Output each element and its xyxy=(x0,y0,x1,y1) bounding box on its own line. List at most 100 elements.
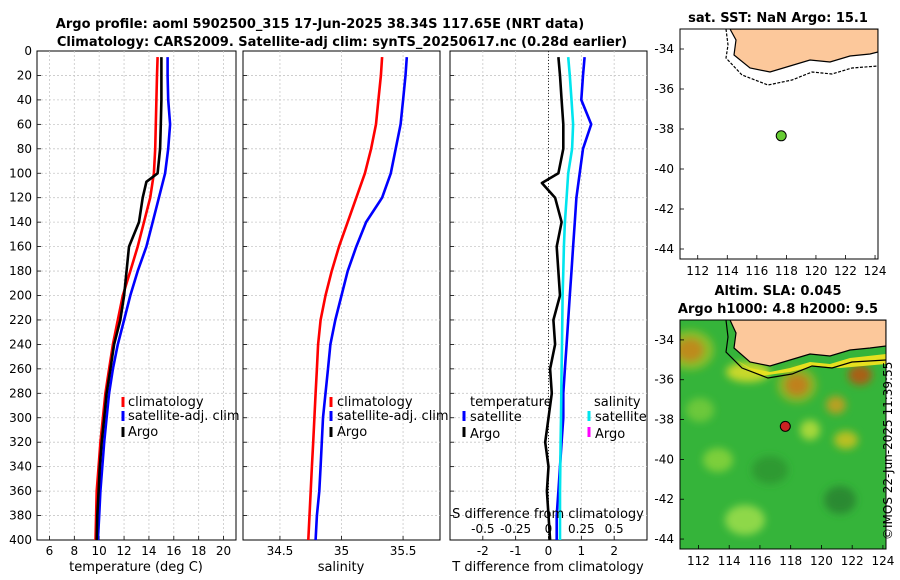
map-lon-label: 120 xyxy=(810,554,833,568)
temperature-xlabel: temperature (deg C) xyxy=(69,560,203,575)
legend-s-sat-label: satellite xyxy=(595,410,647,425)
legend-sat-label: satellite-adj. clim xyxy=(337,409,449,424)
depth-tick-label: 320 xyxy=(9,435,32,449)
sla-map-panel: Altim. SLA: 0.045 Argo h1000: 4.8 h2000:… xyxy=(654,284,894,568)
depth-tick-label: 60 xyxy=(17,117,32,131)
difference-panel: -2 -1 0 1 2 temperature satellite Argo salin… xyxy=(449,50,648,575)
series-line-climatology xyxy=(307,57,384,541)
depth-tick-label: 20 xyxy=(17,68,32,82)
map-lon-label: 118 xyxy=(779,554,802,568)
map-lat-label: -42 xyxy=(654,202,674,216)
sla-map-title-1: Altim. SLA: 0.045 xyxy=(715,284,842,299)
x-tick-label: 35.5 xyxy=(390,544,417,558)
salinity-panel: 34.5 35 35.5 climatology satellite-adj. cl… xyxy=(242,50,449,575)
map-lat-label: -40 xyxy=(654,162,674,176)
x-tick-label: 16 xyxy=(166,544,181,558)
s-diff-tick-label: -0.25 xyxy=(500,522,531,536)
legend-argo-label: Argo xyxy=(337,425,367,440)
shelf-contour xyxy=(725,320,886,379)
map-lat-label: -38 xyxy=(654,122,674,136)
depth-tick-label: 240 xyxy=(9,337,32,351)
temperature-panel: 0 20 40 60 80 100 120 140 160 180 200 220 240 260 280 3… xyxy=(9,44,240,575)
map-lon-label: 122 xyxy=(841,554,864,568)
x-tick-label: 14 xyxy=(141,544,156,558)
depth-tick-label: 180 xyxy=(9,264,32,278)
series-line-satellite-adj-clim xyxy=(314,57,409,541)
depth-tick-label: 140 xyxy=(9,215,32,229)
map-lon-label: 120 xyxy=(804,264,827,278)
title-line-2: Climatology: CARS2009. Satellite-adj cli… xyxy=(57,35,627,50)
map-lon-label: 124 xyxy=(871,554,894,568)
x-tick-label: -1 xyxy=(510,544,522,558)
legend-clim-label: climatology xyxy=(337,395,413,410)
sla-map-title-2: Argo h1000: 4.8 h2000: 9.5 xyxy=(678,302,878,317)
map-lon-label: 116 xyxy=(745,264,768,278)
map-lon-label: 112 xyxy=(686,264,709,278)
imos-timestamp: ©IMOS 22-Jun-2025 11:39:55 xyxy=(881,362,895,540)
legend-t-argo-label: Argo xyxy=(470,427,500,442)
map-lon-label: 116 xyxy=(748,554,771,568)
x-tick-label: 20 xyxy=(216,544,231,558)
legend-salinity-title: salinity xyxy=(594,395,641,410)
map-lat-label: -34 xyxy=(654,333,674,347)
depth-tick-label: 300 xyxy=(9,411,32,425)
map-lon-label: 112 xyxy=(687,554,710,568)
argo-float-marker xyxy=(775,130,787,142)
series-line-s-satellite xyxy=(558,56,575,540)
depth-tick-label: 100 xyxy=(9,166,32,180)
map-lat-label: -44 xyxy=(654,532,674,546)
shelf-band xyxy=(736,354,886,376)
series-line-t-argo xyxy=(540,56,565,541)
legend-temperature-title: temperature xyxy=(470,395,552,410)
map-lat-label: -34 xyxy=(654,42,674,56)
legend-t-sat-label: satellite xyxy=(470,410,522,425)
salinity-xlabel: salinity xyxy=(318,560,365,575)
sst-map-panel: sat. SST: NaN Argo: 15.1 112 114 116 118 120… xyxy=(654,11,886,278)
argo-float-marker xyxy=(779,420,791,432)
x-tick-label: 12 xyxy=(116,544,131,558)
x-tick-label: 35 xyxy=(334,544,349,558)
map-lat-label: -42 xyxy=(654,492,674,506)
map-lon-label: 114 xyxy=(718,554,741,568)
legend-s-argo-label: Argo xyxy=(595,427,625,442)
depth-tick-label: 380 xyxy=(9,509,32,523)
title-line-1: Argo profile: aoml 5902500_315 17-Jun-20… xyxy=(56,17,584,32)
depth-tick-label: 260 xyxy=(9,362,32,376)
s-diff-tick-label: 0.5 xyxy=(605,522,624,536)
x-tick-label: -2 xyxy=(477,544,489,558)
legend-clim-label: climatology xyxy=(128,395,204,410)
map-lon-label: 124 xyxy=(864,264,887,278)
map-lon-label: 122 xyxy=(834,264,857,278)
depth-tick-label: 280 xyxy=(9,386,32,400)
map-lat-label: -36 xyxy=(654,373,674,387)
x-tick-label: 34.5 xyxy=(267,544,294,558)
x-tick-label: 10 xyxy=(92,544,107,558)
depth-tick-label: 160 xyxy=(9,240,32,254)
series-line-satellite-adj-clim xyxy=(96,57,172,541)
x-tick-label: 6 xyxy=(46,544,54,558)
depth-tick-label: 80 xyxy=(17,142,32,156)
depth-tick-label: 360 xyxy=(9,484,32,498)
difference-top-xlabel: S difference from climatology xyxy=(452,507,644,522)
map-lon-label: 114 xyxy=(716,264,739,278)
depth-tick-label: 40 xyxy=(17,93,32,107)
depth-tick-label: 220 xyxy=(9,313,32,327)
x-tick-label: 1 xyxy=(578,544,586,558)
legend-sat-label: satellite-adj. clim xyxy=(128,409,240,424)
map-lon-label: 118 xyxy=(775,264,798,278)
sst-map-title: sat. SST: NaN Argo: 15.1 xyxy=(688,11,868,26)
map-lat-label: -44 xyxy=(654,242,674,256)
sla-map-axes xyxy=(679,319,887,550)
sla-map-anomalies xyxy=(680,320,886,535)
x-tick-label: 18 xyxy=(191,544,206,558)
difference-xlabel: T difference from climatology xyxy=(451,560,644,575)
sst-map-land xyxy=(725,29,878,86)
depth-tick-label: 120 xyxy=(9,191,32,205)
depth-tick-label: 340 xyxy=(9,460,32,474)
temperature-legend: climatology satellite-adj. clim Argo xyxy=(121,395,240,440)
depth-tick-label: 400 xyxy=(9,533,32,547)
coastline xyxy=(729,29,878,73)
x-tick-label: 2 xyxy=(610,544,618,558)
difference-legend: temperature satellite Argo salinity sate… xyxy=(462,395,647,442)
